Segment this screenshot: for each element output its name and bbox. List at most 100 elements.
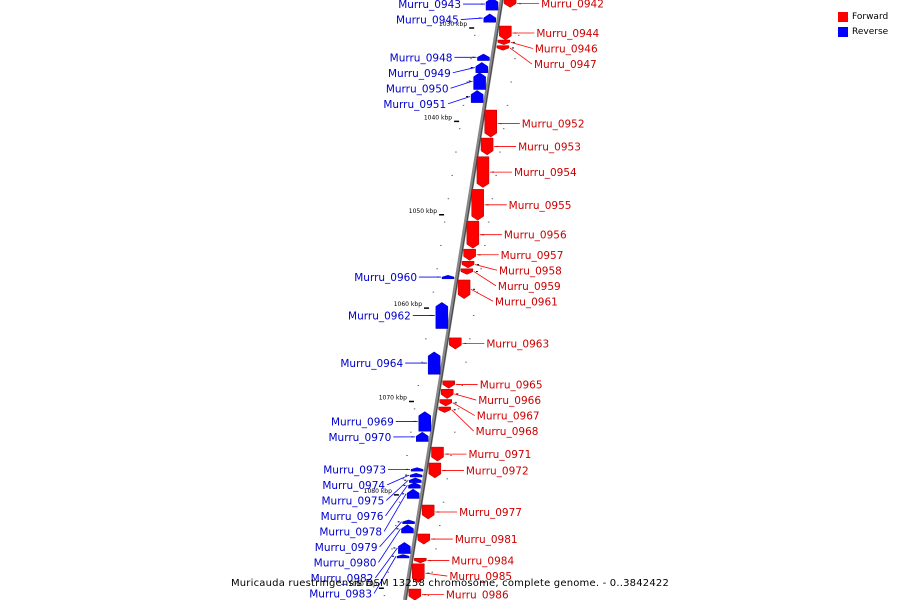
gene-label[interactable]: Murru_0947 <box>534 59 597 71</box>
gene-label[interactable]: Murru_0975 <box>321 495 384 507</box>
gene-label[interactable]: Murru_0981 <box>455 534 518 546</box>
gene-arrow <box>412 563 425 583</box>
label-connector <box>386 474 410 486</box>
legend-item-forward: Forward <box>838 9 888 24</box>
gene-label[interactable]: Murru_0977 <box>459 507 522 519</box>
gene-label[interactable]: Murru_0984 <box>451 556 514 568</box>
gene-arrow <box>396 554 410 559</box>
gene-label[interactable]: Murru_0955 <box>509 200 572 212</box>
gene-label[interactable]: Murru_0963 <box>486 338 549 350</box>
gene-label[interactable]: Murru_0945 <box>396 15 459 27</box>
gene-label[interactable]: Murru_0978 <box>319 526 382 538</box>
gene-arrow <box>503 0 517 8</box>
gene-label[interactable]: Murru_0957 <box>501 250 564 262</box>
legend: Forward Reverse <box>838 9 888 39</box>
gene-arrow <box>409 472 423 478</box>
legend-label-forward: Forward <box>852 11 889 22</box>
gene-arrow <box>440 388 454 399</box>
gene-label[interactable]: Murru_0942 <box>541 0 604 11</box>
gene-label[interactable]: Murru_0979 <box>315 542 378 554</box>
gene-arrow <box>449 337 462 350</box>
gene-arrow <box>497 39 511 45</box>
label-connector <box>378 528 401 563</box>
gene-arrow <box>398 542 411 554</box>
gene-arrow <box>409 477 422 483</box>
gene-label[interactable]: Murru_0958 <box>499 265 562 277</box>
legend-item-reverse: Reverse <box>838 24 888 39</box>
gene-label[interactable]: Murru_0949 <box>388 68 451 80</box>
gene-arrow <box>480 137 494 156</box>
gene-arrow <box>473 72 486 90</box>
gene-arrow <box>414 557 427 564</box>
label-connector <box>474 264 498 271</box>
gene-arrow <box>441 275 455 280</box>
reverse-swatch <box>838 26 848 37</box>
gene-label[interactable]: Murru_0956 <box>504 230 567 242</box>
gene-label[interactable]: Murru_0961 <box>495 296 558 308</box>
gene-label[interactable]: Murru_0959 <box>498 281 561 293</box>
gene-label[interactable]: Murru_0952 <box>522 119 585 131</box>
gene-arrow <box>439 399 453 407</box>
gene-label[interactable]: Murru_0982 <box>311 573 374 585</box>
gene-label[interactable]: Murru_0951 <box>383 99 446 111</box>
gene-label[interactable]: Murru_0943 <box>398 0 461 11</box>
label-connector <box>451 409 474 432</box>
tick-label: 1070 kbp <box>379 394 407 401</box>
label-connector <box>460 17 483 20</box>
legend-label-reverse: Reverse <box>852 26 889 37</box>
gene-label[interactable]: Murru_0944 <box>536 28 599 40</box>
gene-arrow <box>408 588 422 600</box>
gene-label[interactable]: Murru_0962 <box>348 310 411 322</box>
gene-label[interactable]: Murru_0953 <box>518 141 581 153</box>
gene-label[interactable]: Murru_0969 <box>331 416 394 428</box>
gene-arrow <box>427 351 441 375</box>
gene-arrow <box>418 411 432 432</box>
tick-label: 1050 kbp <box>409 208 437 215</box>
gene-arrow <box>421 504 435 520</box>
gene-arrow <box>499 25 512 41</box>
gene-label[interactable]: Murru_0983 <box>309 588 372 600</box>
gene-label[interactable]: Murru_0976 <box>321 511 384 523</box>
gene-arrow <box>435 302 449 329</box>
tick-label: 1080 kbp <box>364 488 392 495</box>
gene-label[interactable]: Murru_0965 <box>480 380 543 392</box>
label-connector <box>383 493 407 532</box>
gene-label[interactable]: Murru_0946 <box>535 44 598 56</box>
label-layer: Murru_0942 Murru_0943 Murru_0944 Murru_0945… <box>309 0 604 600</box>
label-connector <box>448 96 471 105</box>
chromosome-backbone <box>403 0 504 600</box>
gene-arrow <box>408 482 421 489</box>
gene-label[interactable]: Murru_0974 <box>322 480 385 492</box>
gene-label[interactable]: Murru_0985 <box>449 571 512 583</box>
gene-label[interactable]: Murru_0980 <box>314 557 377 569</box>
gene-label[interactable]: Murru_0966 <box>478 395 541 407</box>
gene-label[interactable]: Murru_0967 <box>477 411 540 423</box>
tick-label: 1090 kbp <box>349 581 377 588</box>
gene-label[interactable]: Murru_0948 <box>390 52 453 64</box>
gene-label[interactable]: Murru_0970 <box>328 432 391 444</box>
gene-arrow <box>402 519 415 524</box>
label-connector <box>470 288 494 302</box>
gene-label[interactable]: Murru_0954 <box>514 167 577 179</box>
gene-label[interactable]: Murru_0968 <box>476 426 539 438</box>
label-connector <box>473 271 497 287</box>
gene-label[interactable]: Murru_0964 <box>340 358 403 370</box>
label-connector <box>425 572 448 577</box>
gene-label[interactable]: Murru_0960 <box>354 272 417 284</box>
label-connector <box>454 393 477 401</box>
gene-label[interactable]: Murru_0986 <box>446 590 509 600</box>
gene-arrow <box>428 462 442 479</box>
gene-arrow <box>471 189 484 221</box>
gene-arrow <box>438 406 451 413</box>
gene-arrow <box>417 533 431 545</box>
gene-label[interactable]: Murru_0950 <box>386 83 449 95</box>
gene-label[interactable]: Murru_0973 <box>323 464 386 476</box>
gene-label[interactable]: Murru_0971 <box>469 449 532 461</box>
label-connector <box>379 521 402 548</box>
gene-arrow <box>410 467 424 472</box>
map-title: Muricauda ruestringensis DSM 13258 chrom… <box>230 578 670 589</box>
gene-label[interactable]: Murru_0972 <box>466 465 529 477</box>
gene-arrow <box>477 53 490 61</box>
label-connector <box>373 556 397 594</box>
